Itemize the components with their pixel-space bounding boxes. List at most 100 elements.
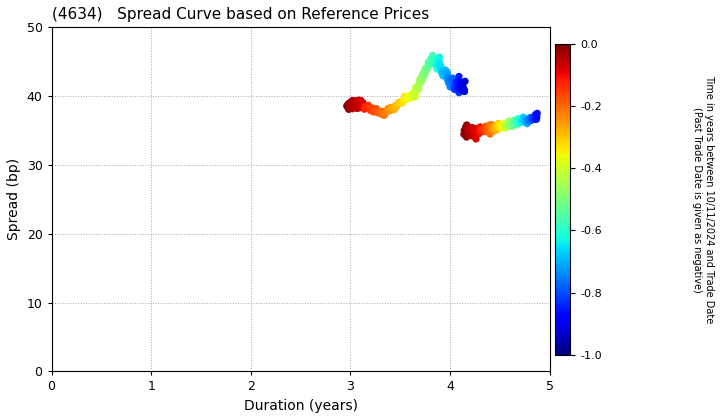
Point	[408, 91, 420, 97]
Point	[520, 118, 531, 124]
Point	[423, 59, 434, 66]
Point	[498, 124, 510, 131]
Point	[437, 71, 449, 78]
Point	[443, 79, 454, 86]
Point	[512, 118, 523, 125]
Point	[449, 82, 461, 89]
Point	[497, 121, 508, 127]
Point	[436, 67, 447, 74]
Point	[364, 104, 375, 111]
Point	[490, 127, 502, 134]
Point	[499, 121, 510, 128]
Point	[444, 79, 456, 85]
Point	[495, 123, 506, 130]
Point	[447, 75, 459, 81]
Point	[430, 62, 441, 68]
Point	[498, 123, 510, 130]
Point	[419, 66, 431, 73]
Point	[433, 60, 445, 67]
Point	[531, 114, 543, 121]
Point	[451, 79, 462, 85]
Point	[476, 126, 487, 132]
Point	[438, 68, 449, 74]
Point	[487, 128, 499, 135]
Point	[449, 83, 461, 90]
Point	[438, 71, 449, 77]
Point	[446, 77, 457, 84]
Point	[343, 100, 355, 107]
Point	[513, 119, 524, 126]
Point	[420, 65, 432, 72]
Point	[377, 108, 388, 115]
Point	[459, 88, 470, 95]
Point	[453, 86, 464, 93]
Point	[438, 68, 449, 75]
Point	[379, 110, 391, 117]
Point	[405, 92, 417, 98]
Point	[508, 122, 519, 129]
Point	[503, 123, 514, 130]
Point	[352, 97, 364, 104]
Point	[495, 124, 507, 131]
Point	[399, 93, 410, 100]
Point	[441, 70, 453, 77]
Point	[467, 133, 479, 139]
Point	[343, 102, 355, 108]
Point	[453, 83, 464, 89]
Point	[523, 116, 535, 122]
Point	[371, 105, 382, 112]
Point	[438, 72, 449, 79]
Point	[359, 103, 371, 110]
Point	[441, 72, 453, 79]
Point	[348, 102, 360, 109]
Point	[467, 128, 479, 134]
Point	[464, 126, 476, 132]
Point	[503, 118, 515, 124]
Point	[436, 66, 447, 72]
Point	[382, 105, 394, 112]
Point	[343, 106, 354, 113]
Point	[446, 77, 457, 84]
Point	[433, 61, 444, 68]
Point	[341, 102, 353, 109]
Point	[509, 117, 521, 123]
Point	[484, 131, 495, 137]
Point	[480, 126, 492, 133]
Point	[438, 70, 450, 77]
Point	[459, 87, 470, 93]
Point	[367, 105, 379, 111]
Point	[391, 102, 402, 108]
Point	[384, 108, 396, 114]
Point	[474, 123, 486, 130]
Point	[468, 129, 480, 136]
Point	[451, 82, 462, 89]
Point	[530, 111, 541, 118]
Point	[445, 80, 456, 87]
Point	[369, 108, 381, 114]
Point	[357, 102, 369, 109]
Point	[393, 100, 405, 106]
Point	[528, 113, 540, 120]
Point	[351, 101, 363, 108]
Point	[531, 116, 542, 123]
Point	[351, 97, 363, 104]
Point	[430, 56, 441, 63]
Point	[423, 61, 435, 68]
Point	[431, 57, 443, 63]
Point	[456, 83, 467, 89]
Point	[462, 127, 473, 134]
Point	[351, 101, 363, 108]
Point	[346, 102, 357, 108]
Point	[473, 128, 485, 134]
Point	[379, 112, 390, 118]
Point	[433, 62, 445, 68]
Point	[412, 86, 423, 92]
Point	[345, 99, 356, 106]
Point	[419, 71, 431, 78]
Point	[505, 121, 517, 127]
Point	[524, 114, 536, 121]
Point	[503, 121, 514, 128]
Point	[528, 114, 540, 121]
Point	[346, 102, 358, 109]
Point	[462, 132, 474, 139]
